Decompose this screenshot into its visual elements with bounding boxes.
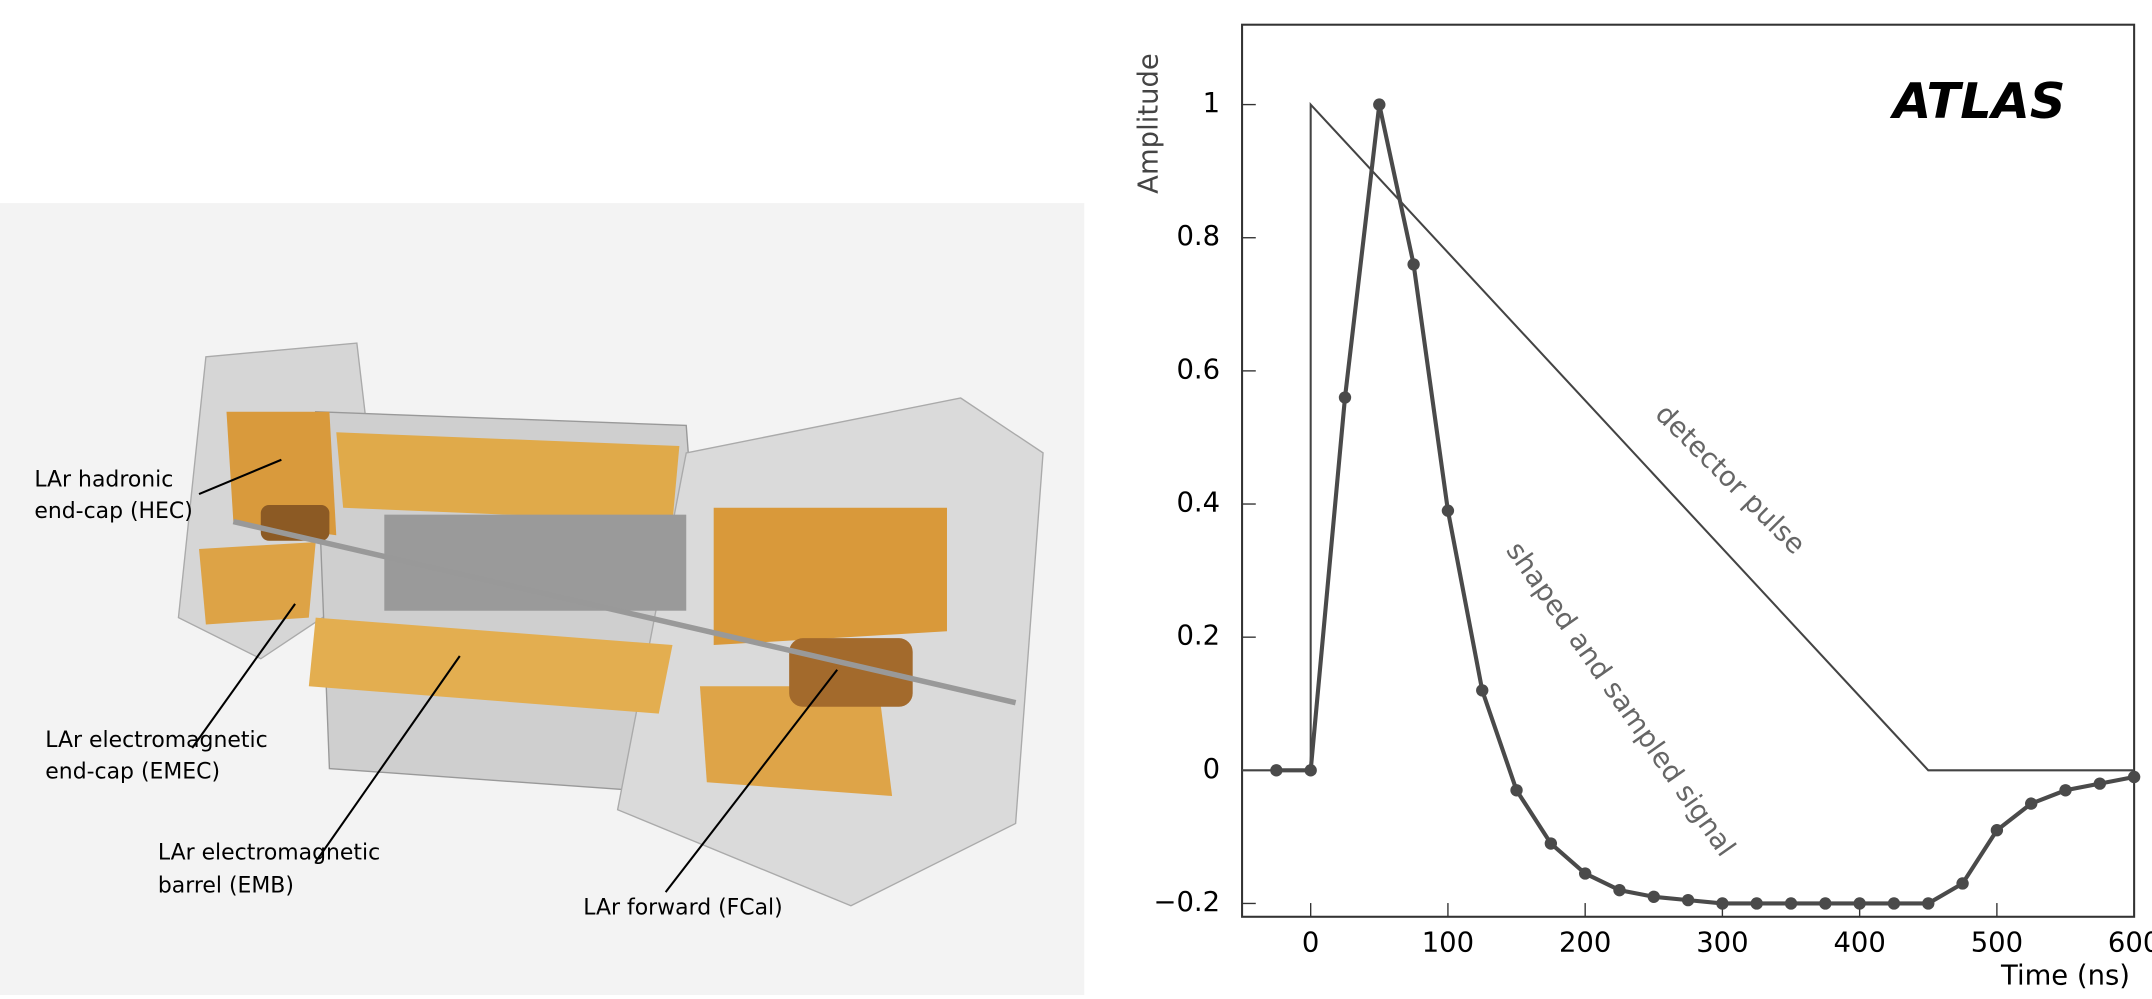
y-tick-label: 0.8 (1176, 221, 1220, 252)
label: LAr forward (FCal) (583, 896, 782, 921)
label: LAr electromagnetic (158, 841, 380, 866)
series-annotation: shaped and sampled signal (1500, 536, 1741, 862)
emb-top (336, 432, 680, 522)
sample-point (2093, 777, 2106, 790)
endcap-block-bottom (699, 686, 893, 796)
sample-point (1750, 897, 1763, 910)
sample-point (1853, 897, 1866, 910)
sample-point (1476, 684, 1489, 697)
series-line (1276, 104, 2135, 906)
beam-pipe (232, 518, 1017, 706)
x-tick-label: 400 (1833, 928, 1885, 959)
x-tick-label: 0 (1302, 928, 1319, 959)
sample-point (2127, 770, 2141, 784)
y-tick-label: −0.2 (1153, 887, 1220, 918)
sample-point (1544, 837, 1558, 850)
x-tick-label: 300 (1696, 928, 1748, 959)
plot-frame (1241, 23, 2136, 918)
sample-point (1819, 897, 1832, 910)
sample-point (1578, 867, 1592, 880)
x-tick-label: 500 (1971, 928, 2023, 959)
x-axis-label: Time (ns) (2000, 961, 2130, 992)
sample-point (1990, 824, 2004, 837)
sample-point (1270, 764, 1283, 777)
leader-line (191, 603, 296, 749)
y-tick-label: 1 (1203, 88, 1220, 119)
sample-point (1681, 893, 1695, 907)
x-tick-label: 100 (1422, 928, 1474, 959)
sample-point (2059, 784, 2072, 797)
sample-point (1647, 890, 1660, 903)
sample-point (1716, 897, 1729, 910)
inner-detector (384, 514, 687, 611)
y-tick-label: 0.4 (1176, 488, 1220, 519)
y-axis-label: Amplitude (1134, 53, 1165, 194)
hec-block (226, 411, 337, 536)
label: LAr hadronic (34, 467, 173, 492)
chart-annotation: ATLAS (1889, 72, 2065, 130)
detector-illustration: LAr hadronic end-cap (HEC) LAr electroma… (0, 203, 1085, 995)
sample-point (1338, 391, 1352, 404)
sample-point (1784, 897, 1798, 910)
label: end-cap (HEC) (34, 499, 192, 524)
leader-line (198, 458, 282, 496)
y-tick-label: 0.2 (1176, 621, 1220, 652)
sample-point (1887, 897, 1901, 910)
emb-bottom (308, 617, 673, 714)
label: end-cap (EMEC) (45, 760, 220, 785)
sample-point (1373, 98, 1386, 111)
y-tick-label: 0.6 (1176, 354, 1220, 385)
label: barrel (EMB) (158, 874, 294, 899)
sample-point (1510, 784, 1523, 797)
sample-point (1956, 877, 1969, 890)
x-tick-label: 200 (1559, 928, 1611, 959)
sample-point (1922, 897, 1935, 910)
leader-line (314, 655, 461, 863)
sample-point (1407, 258, 1420, 271)
leader-line (664, 669, 839, 893)
label: LAr electromagnetic (45, 728, 267, 753)
series-annotation: detector pulse (1649, 399, 1811, 561)
sample-point (1304, 764, 1317, 777)
sample-point (1613, 883, 1626, 897)
y-tick-label: 0 (1203, 754, 1220, 785)
emec-block (199, 542, 316, 625)
sample-point (2025, 797, 2038, 810)
endcap-block-top (713, 507, 947, 646)
sample-point (1441, 504, 1455, 517)
x-tick-label: 600 (2108, 928, 2152, 959)
